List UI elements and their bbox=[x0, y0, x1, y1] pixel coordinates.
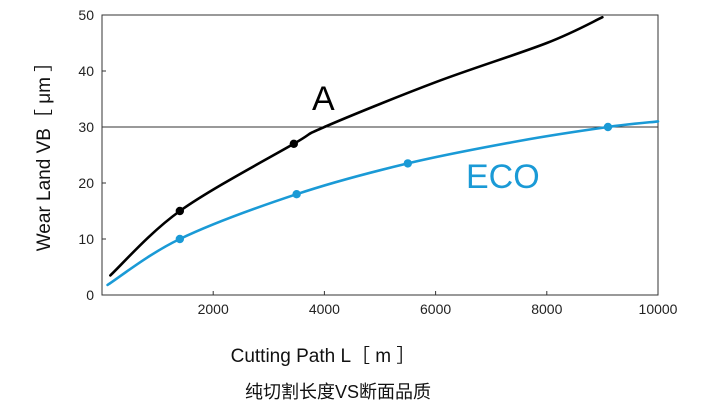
data-point-eco bbox=[403, 159, 412, 168]
series-layer bbox=[106, 15, 660, 287]
plot-frame bbox=[101, 14, 659, 296]
x-tick-label: 8000 bbox=[531, 301, 562, 317]
x-axis-title: Cutting Path L［ m ］ bbox=[231, 345, 416, 367]
x-tick-label: 6000 bbox=[420, 301, 451, 317]
tick-labels: 2000 4000 6000 8000 10000 0 10 20 30 40 50 bbox=[78, 7, 677, 317]
x-tick-label: 4000 bbox=[309, 301, 340, 317]
y-tick-label: 20 bbox=[78, 175, 94, 191]
data-point-a bbox=[175, 206, 185, 216]
series-label-a: A bbox=[312, 80, 335, 118]
y-tick-label: 10 bbox=[78, 231, 94, 247]
x-tick-label: 2000 bbox=[198, 301, 229, 317]
y-tick-label: 40 bbox=[78, 63, 94, 79]
y-tick-label: 50 bbox=[78, 7, 94, 23]
data-point-eco bbox=[175, 234, 185, 244]
data-point-eco bbox=[603, 122, 613, 132]
x-tick-label: 10000 bbox=[639, 301, 678, 317]
y-tick-label: 0 bbox=[86, 287, 94, 303]
chart-caption: 纯切割长度VS断面品质 bbox=[245, 382, 431, 402]
y-tick-label: 30 bbox=[78, 119, 94, 135]
data-point-eco bbox=[292, 190, 301, 199]
data-point-a bbox=[289, 139, 299, 148]
y-axis-title: Wear Land VB［ μm ］ bbox=[33, 53, 55, 252]
series-label-eco: ECO bbox=[466, 158, 540, 196]
plot-area-border bbox=[101, 14, 659, 296]
